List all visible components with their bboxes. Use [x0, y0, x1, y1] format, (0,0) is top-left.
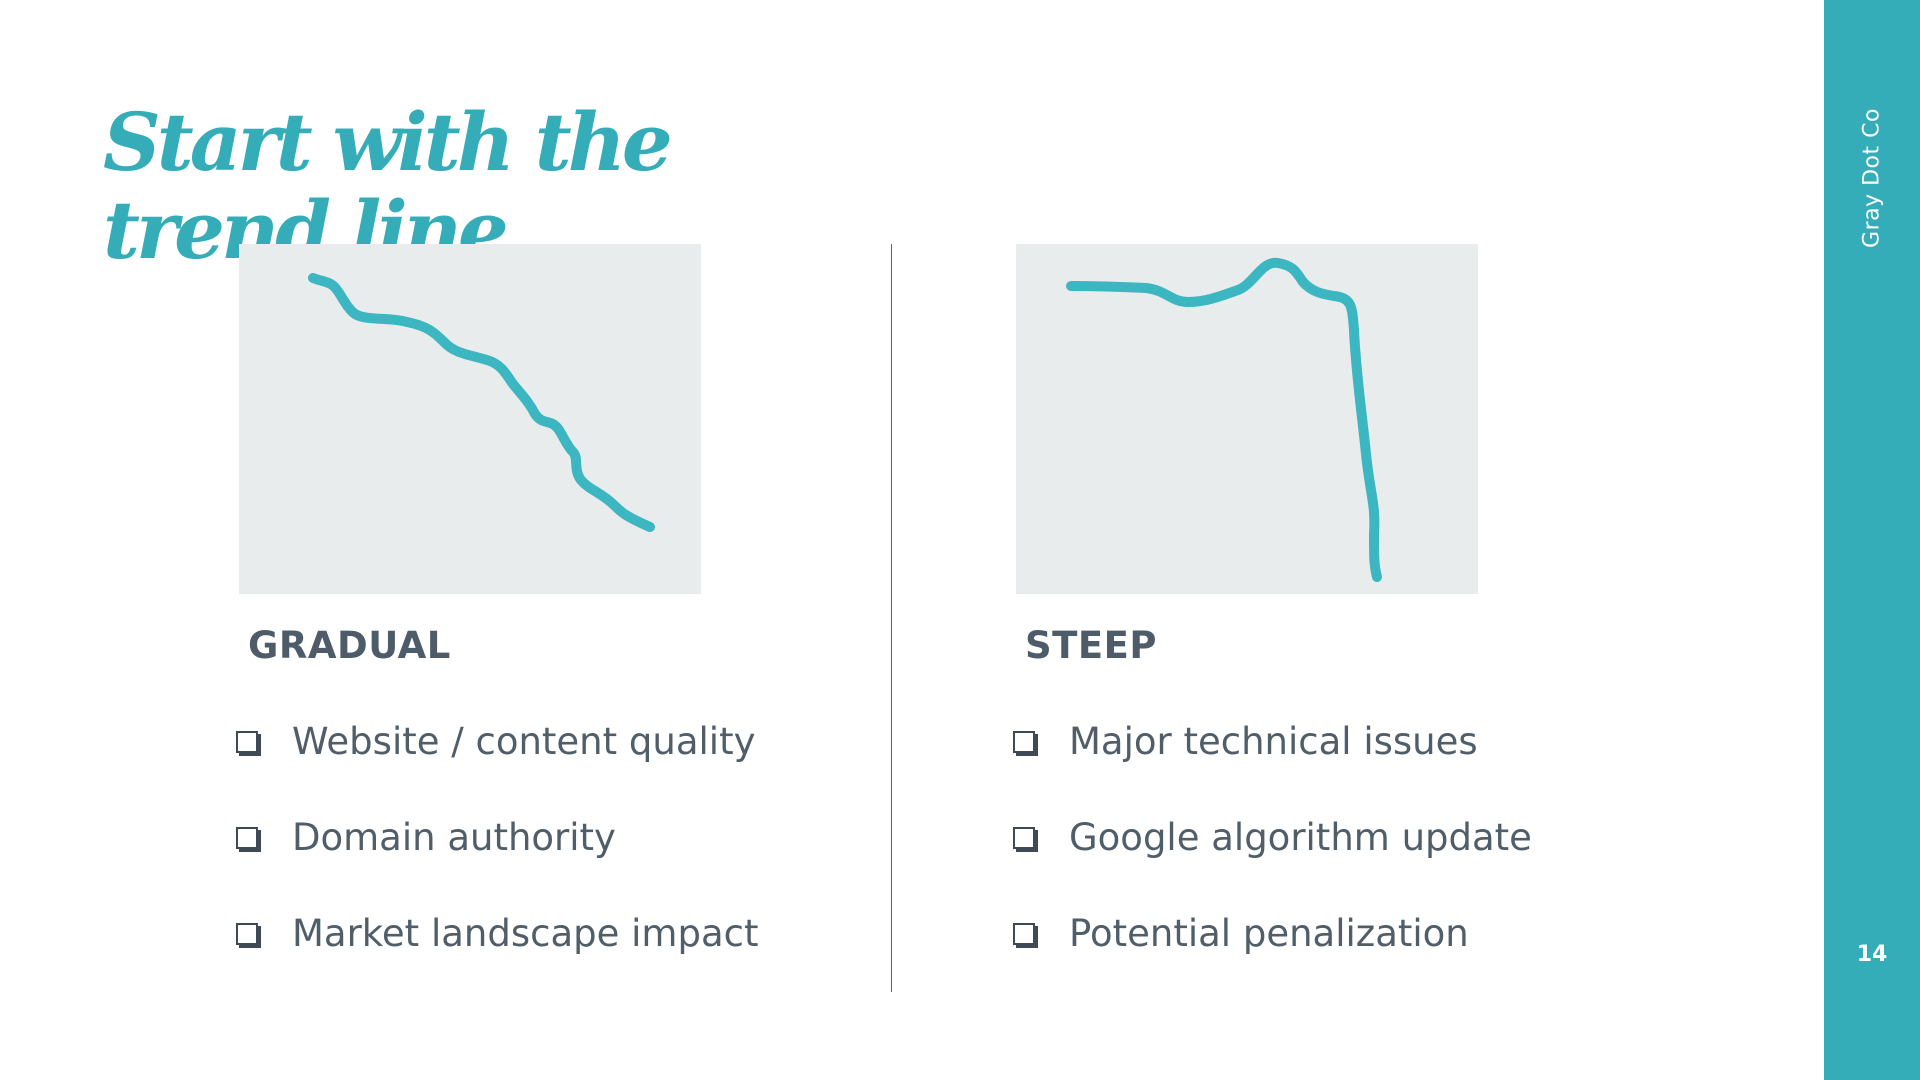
- gradual-trend-illustration: [239, 244, 701, 594]
- checkbox-bullet-icon: [1013, 923, 1035, 945]
- steep-trend-illustration: [1016, 244, 1478, 594]
- list-item-text: Google algorithm update: [1069, 816, 1532, 859]
- slide-title: Start with the trend line.: [103, 95, 673, 277]
- page-number: 14: [1856, 942, 1888, 967]
- gradual-decline-line-icon: [308, 273, 655, 532]
- gradual-list: Website / content quality Domain authori…: [236, 718, 758, 1006]
- column-divider: [891, 244, 892, 992]
- list-item: Potential penalization: [1013, 910, 1532, 1006]
- steep-drop-line-icon: [1066, 257, 1382, 582]
- steep-list: Major technical issues Google algorithm …: [1013, 718, 1532, 1006]
- list-item: Website / content quality: [236, 718, 758, 814]
- checkbox-bullet-icon: [236, 923, 258, 945]
- list-item-text: Website / content quality: [292, 720, 756, 763]
- checkbox-bullet-icon: [236, 827, 258, 849]
- list-item: Market landscape impact: [236, 910, 758, 1006]
- gradual-heading: GRADUAL: [248, 624, 451, 667]
- list-item: Major technical issues: [1013, 718, 1532, 814]
- list-item-text: Domain authority: [292, 816, 616, 859]
- brand-sidebar: Gray Dot Co 14: [1824, 0, 1920, 1080]
- list-item-text: Potential penalization: [1069, 912, 1469, 955]
- list-item-text: Major technical issues: [1069, 720, 1478, 763]
- checkbox-bullet-icon: [1013, 827, 1035, 849]
- checkbox-bullet-icon: [236, 731, 258, 753]
- brand-name: Gray Dot Co: [1859, 108, 1885, 248]
- list-item: Google algorithm update: [1013, 814, 1532, 910]
- steep-heading: STEEP: [1025, 624, 1158, 667]
- checkbox-bullet-icon: [1013, 731, 1035, 753]
- list-item-text: Market landscape impact: [292, 912, 759, 955]
- list-item: Domain authority: [236, 814, 758, 910]
